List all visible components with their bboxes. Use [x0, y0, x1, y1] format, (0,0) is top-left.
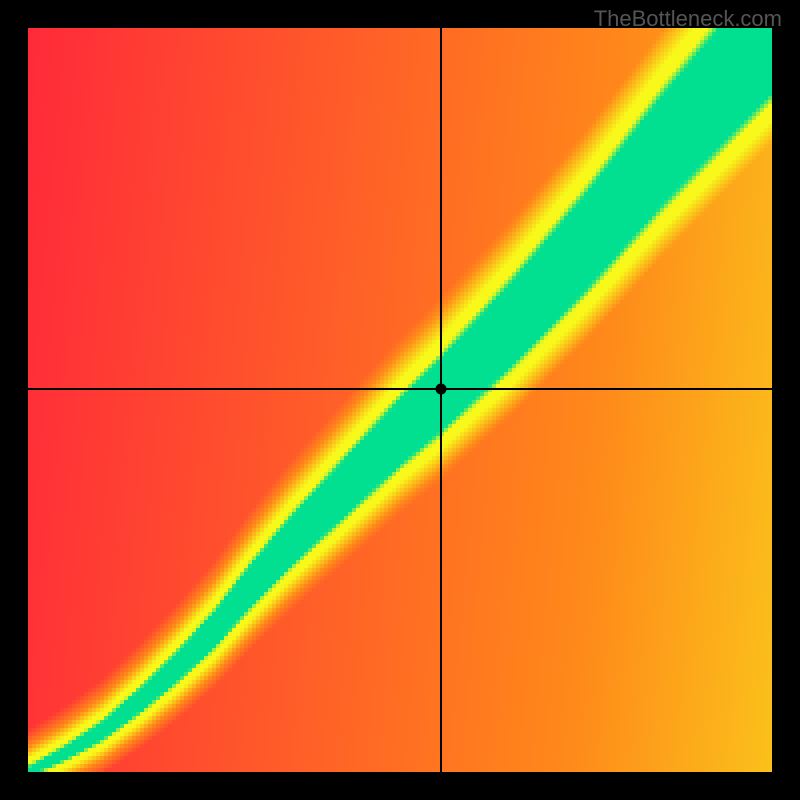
- watermark-text: TheBottleneck.com: [594, 6, 782, 32]
- crosshair-marker-dot: [435, 383, 446, 394]
- crosshair-horizontal: [28, 388, 772, 390]
- crosshair-vertical: [440, 28, 442, 772]
- heatmap-canvas: [28, 28, 772, 772]
- heatmap-plot: [28, 28, 772, 772]
